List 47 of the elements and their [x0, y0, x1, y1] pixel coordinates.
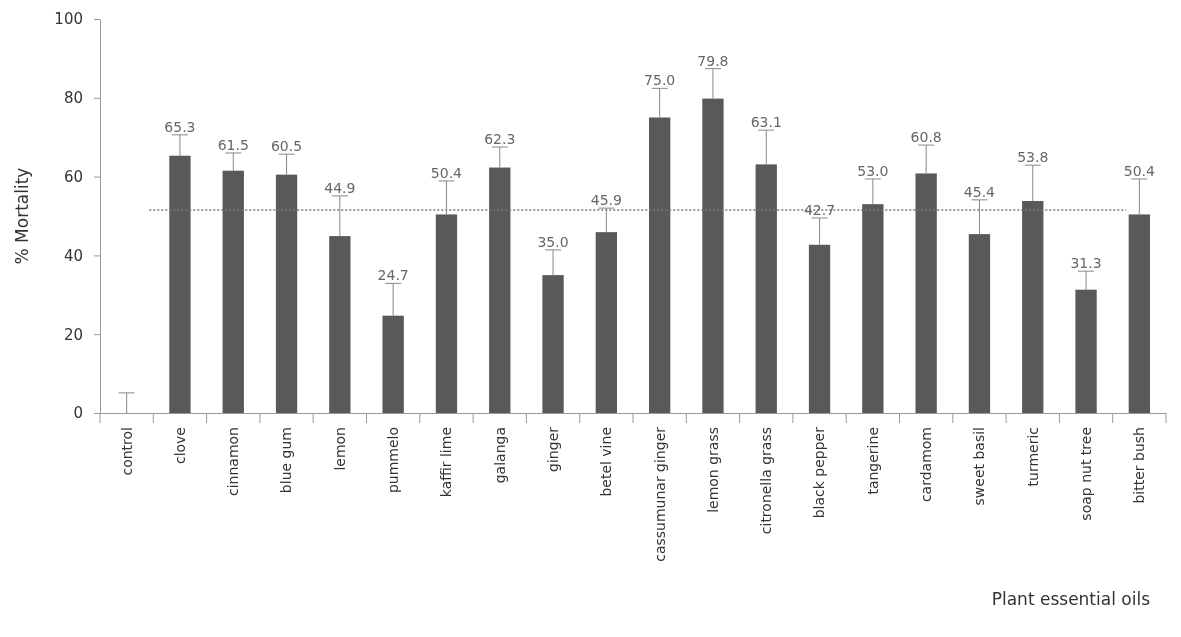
y-axis-title: % Mortality — [12, 167, 32, 265]
x-tick-label: cinnamon — [225, 427, 242, 496]
data-label: 60.5 — [270, 138, 303, 155]
x-tick-label: turmeric — [1024, 427, 1041, 487]
y-tick-label: 100 — [54, 10, 83, 29]
data-label: 42.7 — [803, 201, 836, 218]
data-label: 61.5 — [217, 136, 249, 153]
x-tick-label: citronella grass — [758, 427, 775, 535]
x-tick-label: clove — [171, 427, 188, 465]
data-label: 63.1 — [750, 114, 782, 131]
x-tick-label: blue gum — [278, 427, 295, 494]
x-tick-label: tangerine — [864, 427, 881, 495]
data-label: 50.4 — [430, 164, 463, 181]
x-tick-label: bitter bush — [1131, 427, 1148, 504]
data-label: 60.8 — [910, 129, 942, 146]
data-label: 53.8 — [1017, 149, 1049, 166]
data-label: 75.0 — [644, 72, 676, 89]
x-tick-label: lemon grass — [704, 427, 721, 513]
x-tick-label: ginger — [544, 426, 561, 472]
data-label: 35.0 — [537, 233, 569, 250]
x-tick-label: cassumunar ginger — [651, 426, 668, 562]
x-tick-label: galanga — [491, 427, 508, 484]
data-label: 45.9 — [590, 192, 622, 209]
y-tick-label: 80 — [63, 89, 83, 108]
data-label: 53.0 — [857, 162, 889, 179]
x-tick-label: black pepper — [811, 426, 828, 519]
x-tick-label: sweet basil — [971, 427, 988, 506]
x-tick-label: betel vine — [598, 427, 615, 497]
data-label: 44.9 — [324, 179, 356, 196]
x-axis-title: Plant essential oils — [991, 589, 1151, 609]
x-tick-label: soap nut tree — [1077, 427, 1094, 521]
y-tick-label: 60 — [63, 167, 83, 186]
y-tick-label: 0 — [73, 404, 83, 423]
data-label: 79.8 — [697, 52, 729, 69]
x-tick-label: pummelo — [385, 427, 402, 494]
x-tick-label: control — [118, 427, 135, 476]
data-label: 24.7 — [377, 267, 409, 284]
data-label: 45.4 — [963, 183, 996, 200]
x-tick-label: lemon — [331, 427, 348, 471]
data-label: 65.3 — [164, 118, 196, 135]
y-tick-label: 40 — [63, 246, 83, 265]
x-tick-label: cardamom — [918, 427, 935, 503]
y-tick-label: 20 — [63, 325, 83, 344]
x-tick-label: kaffir lime — [438, 427, 455, 498]
data-label: 50.4 — [1123, 162, 1156, 179]
data-label: 62.3 — [484, 131, 516, 148]
data-label: 31.3 — [1070, 255, 1102, 272]
